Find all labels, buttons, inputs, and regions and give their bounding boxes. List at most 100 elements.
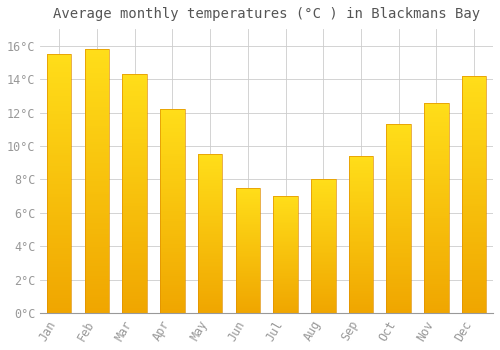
Bar <box>198 267 222 269</box>
Bar <box>236 269 260 271</box>
Bar <box>84 268 109 271</box>
Bar <box>236 298 260 299</box>
Bar <box>160 209 184 211</box>
Bar <box>84 287 109 289</box>
Bar <box>47 272 72 274</box>
Bar <box>311 205 336 206</box>
Bar <box>274 298 298 299</box>
Bar <box>462 287 486 289</box>
Bar <box>274 234 298 235</box>
Bar <box>424 265 448 267</box>
Bar <box>274 237 298 238</box>
Bar <box>386 128 411 130</box>
Bar <box>236 259 260 260</box>
Bar <box>386 124 411 313</box>
Bar <box>84 60 109 62</box>
Bar <box>47 228 72 230</box>
Bar <box>274 277 298 278</box>
Bar <box>424 206 448 208</box>
Bar <box>274 293 298 294</box>
Bar <box>122 285 147 287</box>
Bar <box>122 91 147 93</box>
Bar <box>160 234 184 236</box>
Bar <box>160 250 184 252</box>
Bar <box>424 149 448 151</box>
Bar <box>198 272 222 273</box>
Bar <box>236 263 260 264</box>
Bar <box>424 111 448 113</box>
Bar <box>84 94 109 97</box>
Bar <box>84 49 109 52</box>
Bar <box>386 208 411 209</box>
Bar <box>462 190 486 192</box>
Bar <box>311 285 336 286</box>
Bar <box>236 219 260 220</box>
Bar <box>122 294 147 296</box>
Bar <box>198 191 222 192</box>
Bar <box>386 292 411 294</box>
Bar <box>462 90 486 92</box>
Bar <box>236 189 260 190</box>
Bar <box>160 166 184 168</box>
Bar <box>122 220 147 222</box>
Bar <box>122 234 147 237</box>
Bar <box>311 240 336 241</box>
Bar <box>424 248 448 250</box>
Bar <box>160 301 184 303</box>
Bar <box>84 281 109 284</box>
Bar <box>386 181 411 183</box>
Bar <box>47 59 72 62</box>
Bar <box>462 126 486 128</box>
Bar <box>198 205 222 207</box>
Bar <box>47 282 72 285</box>
Bar <box>274 300 298 301</box>
Bar <box>198 262 222 264</box>
Bar <box>462 301 486 304</box>
Bar <box>236 240 260 242</box>
Bar <box>122 163 147 165</box>
Bar <box>348 208 374 210</box>
Bar <box>122 100 147 103</box>
Bar <box>122 311 147 313</box>
Bar <box>236 218 260 219</box>
Bar <box>311 226 336 228</box>
Bar <box>84 112 109 115</box>
Bar <box>84 54 109 57</box>
Bar <box>160 124 184 126</box>
Bar <box>462 280 486 282</box>
Bar <box>348 169 374 170</box>
Bar <box>47 197 72 199</box>
Bar <box>386 220 411 223</box>
Bar <box>274 259 298 260</box>
Bar <box>424 140 448 142</box>
Bar <box>236 229 260 230</box>
Bar <box>47 145 72 147</box>
Bar <box>424 103 448 105</box>
Bar <box>274 218 298 219</box>
Bar <box>424 176 448 178</box>
Bar <box>462 168 486 171</box>
Bar <box>84 218 109 221</box>
Bar <box>198 270 222 272</box>
Bar <box>386 151 411 153</box>
Bar <box>198 194 222 196</box>
Bar <box>348 253 374 255</box>
Bar <box>348 176 374 178</box>
Bar <box>311 304 336 305</box>
Bar <box>84 168 109 170</box>
Bar <box>84 78 109 81</box>
Bar <box>348 298 374 299</box>
Bar <box>424 168 448 170</box>
Bar <box>348 164 374 166</box>
Bar <box>348 156 374 313</box>
Bar <box>311 250 336 252</box>
Bar <box>84 221 109 223</box>
Bar <box>160 142 184 144</box>
Bar <box>236 247 260 248</box>
Bar <box>462 282 486 285</box>
Bar <box>47 256 72 259</box>
Bar <box>198 184 222 186</box>
Bar <box>160 295 184 297</box>
Bar <box>160 191 184 193</box>
Bar <box>198 286 222 288</box>
